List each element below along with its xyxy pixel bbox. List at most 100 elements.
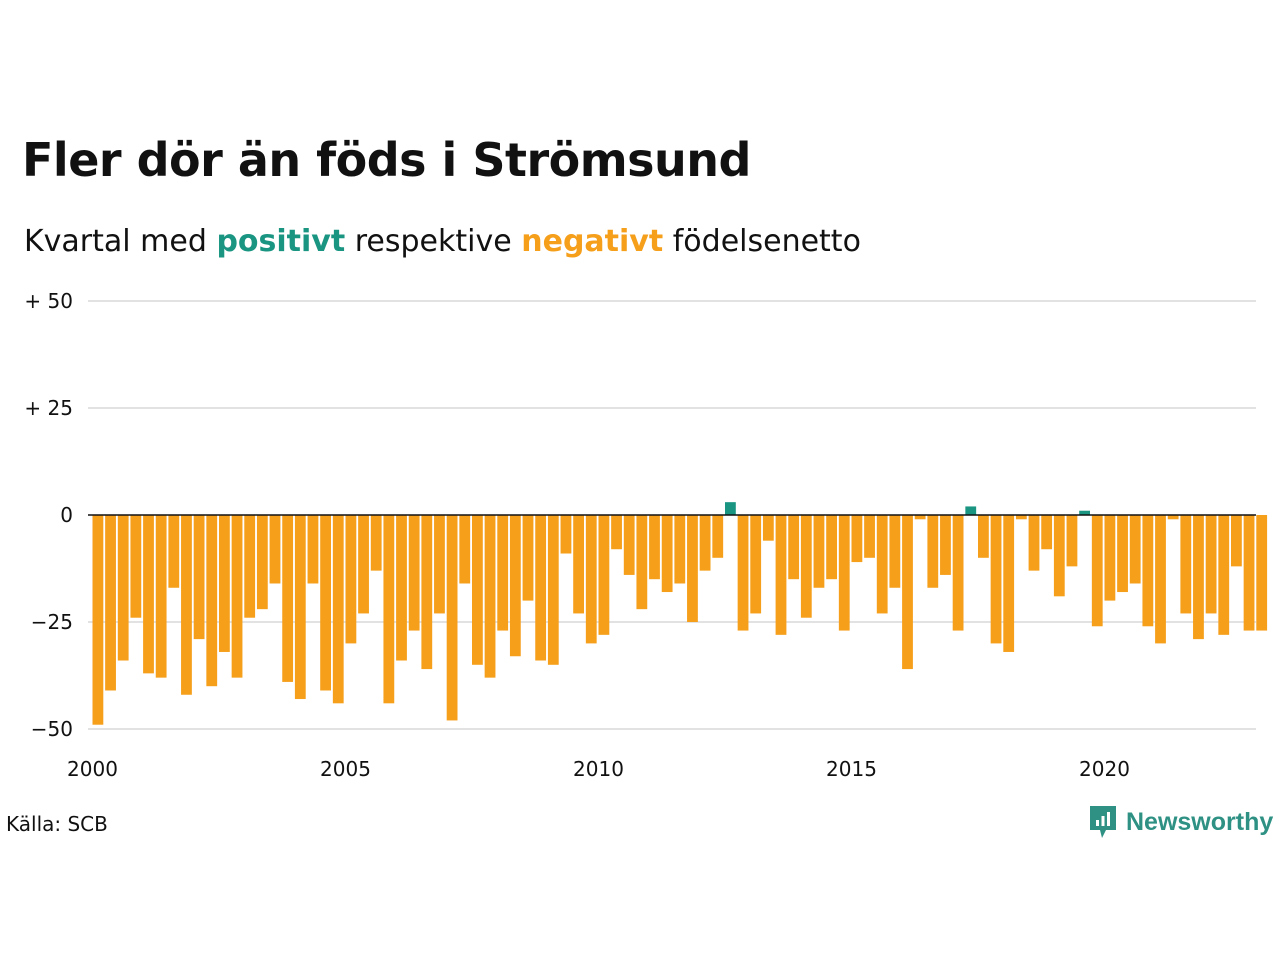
newsworthy-logo: Newsworthy	[1088, 804, 1273, 840]
bar-2011-q4	[687, 515, 698, 622]
chart-title: Fler dör än föds i Strömsund	[22, 133, 752, 187]
bar-2003-q2	[256, 515, 268, 610]
bar-2010-q2	[611, 515, 622, 550]
bar-2017-q2	[965, 506, 977, 515]
bar-2021-q3	[1180, 515, 1192, 614]
bar-2000-q2	[105, 515, 116, 691]
bar-2000-q1	[92, 515, 104, 725]
bar-2011-q1	[649, 515, 660, 580]
subtitle-suffix: födelsenetto	[672, 224, 861, 259]
bar-2008-q2	[509, 515, 521, 657]
bar-2016-q3	[927, 515, 939, 588]
bar-2015-q4	[889, 515, 901, 588]
y-tick-label: 0	[60, 503, 73, 527]
bar-2016-q2	[914, 515, 926, 520]
bar-2002-q3	[219, 515, 230, 652]
bar-2006-q3	[421, 515, 433, 670]
bar-2002-q2	[206, 515, 218, 687]
bar-2017-q1	[952, 515, 964, 631]
subtitle-negative-word: negativt	[521, 224, 664, 259]
bar-2007-q2	[459, 515, 471, 584]
bar-2009-q1	[547, 515, 559, 665]
subtitle-prefix: Kvartal med	[24, 224, 207, 259]
x-tick-label: 2005	[320, 757, 371, 781]
bar-2022-q2	[1218, 515, 1230, 635]
bar-2007-q1	[446, 515, 458, 721]
bar-2012-q2	[712, 515, 724, 558]
x-tick-label: 2015	[826, 757, 877, 781]
bar-2020-q1	[1104, 515, 1116, 601]
bar-2010-q4	[636, 515, 648, 610]
bar-2021-q4	[1193, 515, 1204, 640]
bar-2006-q2	[408, 515, 420, 631]
bar-2019-q4	[1091, 515, 1103, 627]
bar-2014-q4	[838, 515, 850, 631]
bar-2016-q4	[940, 515, 951, 575]
bar-2001-q3	[168, 515, 180, 588]
bar-2020-q3	[1129, 515, 1141, 584]
bar-2020-q2	[1117, 515, 1128, 593]
bar-2006-q1	[396, 515, 407, 661]
bar-2004-q3	[320, 515, 331, 691]
bar-2018-q4	[1041, 515, 1053, 550]
bar-2019-q3	[1079, 510, 1090, 515]
y-tick-label: + 25	[24, 396, 73, 420]
bar-2017-q4	[990, 515, 1002, 644]
bar-2008-q4	[535, 515, 547, 661]
bar-2022-q3	[1231, 515, 1242, 567]
bar-2019-q2	[1066, 515, 1078, 567]
bar-2010-q3	[623, 515, 635, 575]
bar-2012-q1	[699, 515, 711, 571]
subtitle-middle: respektive	[354, 224, 512, 259]
bar-2018-q1	[1003, 515, 1015, 652]
chart-subtitle: Kvartal med positivt respektive negativt…	[24, 220, 861, 264]
bar-2008-q1	[497, 515, 509, 631]
bar-2015-q2	[864, 515, 875, 558]
bar-2020-q4	[1142, 515, 1154, 627]
bar-2022-q4	[1243, 515, 1255, 631]
bars	[92, 502, 1268, 725]
x-tick-label: 2020	[1079, 757, 1130, 781]
bar-2007-q4	[484, 515, 496, 678]
bar-2004-q4	[332, 515, 344, 704]
x-tick-label: 2010	[573, 757, 624, 781]
bar-2005-q2	[358, 515, 369, 614]
bar-2005-q3	[370, 515, 382, 571]
bar-2009-q2	[560, 515, 572, 554]
bar-2019-q1	[1053, 515, 1065, 597]
bar-2001-q4	[181, 515, 192, 695]
bar-2017-q3	[978, 515, 989, 558]
bar-2021-q1	[1155, 515, 1166, 644]
bar-2006-q4	[434, 515, 445, 614]
bar-2010-q1	[598, 515, 610, 635]
bar-2023-q1	[1256, 515, 1268, 631]
bar-2016-q1	[902, 515, 913, 670]
bar-2000-q3	[117, 515, 129, 661]
bar-2018-q2	[1015, 515, 1027, 520]
x-axis-ticks: 2000 2005 2010 2015 2020	[67, 757, 1130, 781]
source-label: Källa: SCB	[6, 812, 108, 836]
bar-2000-q4	[130, 515, 142, 618]
bar-2015-q3	[876, 515, 888, 614]
bar-2012-q4	[737, 515, 749, 631]
bar-2005-q4	[383, 515, 395, 704]
bar-2015-q1	[851, 515, 863, 563]
bar-2014-q3	[826, 515, 837, 580]
logo-text: Newsworthy	[1126, 807, 1274, 836]
bar-2004-q2	[307, 515, 319, 584]
bar-2014-q1	[800, 515, 812, 618]
bar-2003-q1	[244, 515, 256, 618]
bar-2009-q4	[585, 515, 597, 644]
x-tick-label: 2000	[67, 757, 118, 781]
bar-2012-q3	[725, 502, 736, 515]
bar-2014-q2	[813, 515, 825, 588]
bar-2003-q4	[282, 515, 294, 682]
bar-2005-q1	[345, 515, 357, 644]
bar-2013-q3	[775, 515, 787, 635]
bar-2013-q2	[762, 515, 774, 541]
y-tick-label: −50	[31, 717, 73, 741]
y-tick-label: + 50	[24, 289, 73, 313]
bar-2011-q3	[674, 515, 686, 584]
bar-2018-q3	[1028, 515, 1040, 571]
